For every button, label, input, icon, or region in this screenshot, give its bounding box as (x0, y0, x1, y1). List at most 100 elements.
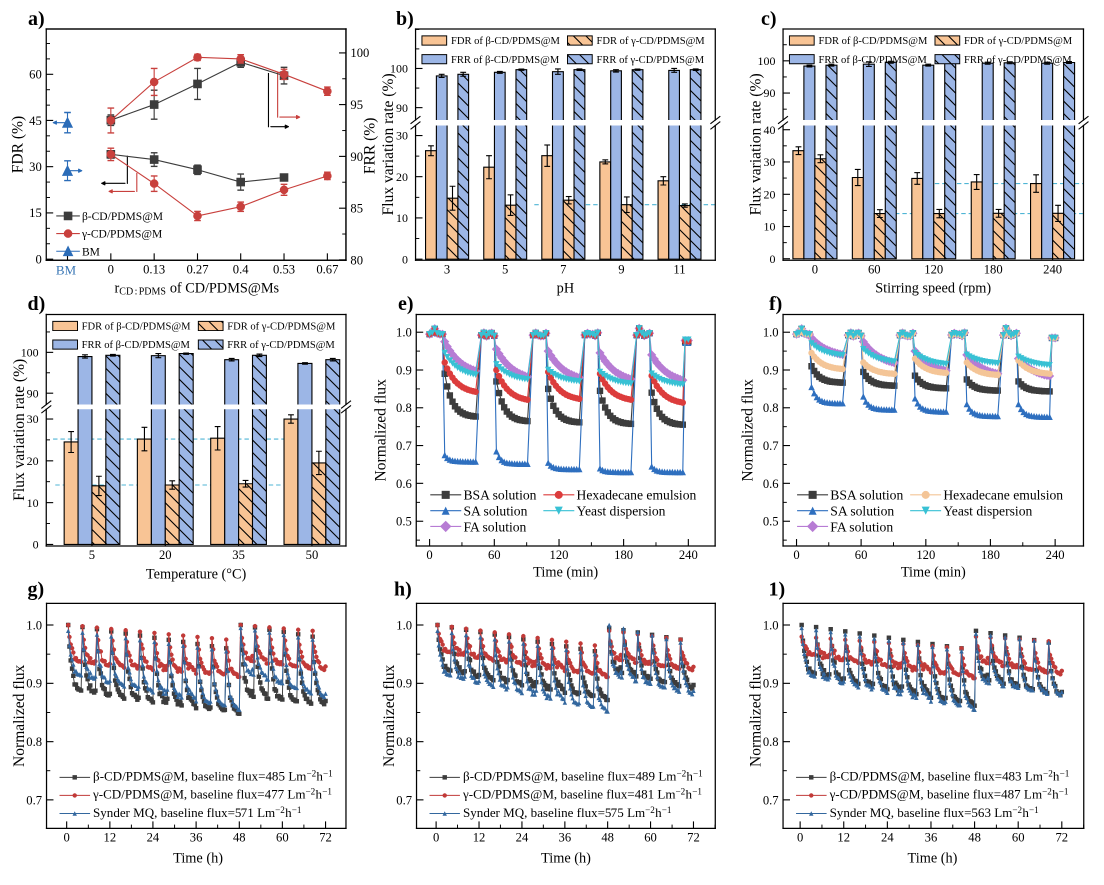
svg-text:0: 0 (33, 538, 39, 552)
svg-text:FRR of β-CD/PDMS@M: FRR of β-CD/PDMS@M (451, 55, 560, 66)
svg-text:SA solution: SA solution (830, 503, 894, 518)
svg-text:3: 3 (444, 262, 450, 276)
svg-text:Stirring speed (rpm): Stirring speed (rpm) (875, 280, 991, 296)
svg-text:180: 180 (981, 548, 1000, 562)
svg-text:240: 240 (1046, 548, 1065, 562)
svg-text:60: 60 (644, 831, 657, 845)
svg-text:Yeast dispersion: Yeast dispersion (943, 503, 1032, 518)
svg-text:0.8: 0.8 (396, 735, 412, 749)
svg-text:30: 30 (29, 160, 42, 174)
svg-text:Time (h): Time (h) (541, 850, 591, 866)
svg-text:0.7: 0.7 (763, 439, 779, 453)
svg-text:FA solution: FA solution (463, 519, 526, 534)
svg-text:5: 5 (89, 548, 95, 562)
svg-text:60: 60 (29, 68, 42, 82)
svg-text:0.7: 0.7 (396, 793, 412, 807)
svg-text:Normalized flux: Normalized flux (739, 379, 756, 482)
svg-text:12: 12 (104, 831, 117, 845)
svg-text:FRR of γ-CD/PDMS@M: FRR of γ-CD/PDMS@M (227, 340, 335, 351)
svg-text:Normalized flux: Normalized flux (747, 664, 764, 767)
svg-text:Time (h): Time (h) (908, 850, 958, 866)
svg-text:Flux variation rate (%): Flux variation rate (%) (748, 73, 765, 215)
svg-text:120: 120 (924, 262, 943, 276)
svg-text:12: 12 (837, 831, 850, 845)
svg-text:a): a) (28, 8, 45, 30)
svg-text:BSA solution: BSA solution (463, 488, 536, 503)
svg-text:d): d) (28, 293, 46, 315)
svg-text:9: 9 (618, 262, 624, 276)
svg-text:20: 20 (396, 170, 408, 184)
svg-text:240: 240 (1043, 262, 1062, 276)
svg-text:1.0: 1.0 (763, 326, 779, 340)
svg-text:0.67: 0.67 (316, 262, 338, 276)
svg-text:24: 24 (516, 831, 529, 845)
svg-text:35: 35 (232, 548, 245, 562)
svg-text:12: 12 (473, 831, 486, 845)
svg-text:45: 45 (29, 114, 42, 128)
svg-text:0.8: 0.8 (396, 401, 412, 415)
svg-text:g): g) (28, 579, 45, 601)
svg-text:72: 72 (319, 831, 332, 845)
svg-text:10: 10 (27, 496, 39, 510)
svg-text:11: 11 (673, 262, 685, 276)
svg-text:FA solution: FA solution (830, 519, 893, 534)
svg-text:f): f) (769, 293, 782, 315)
svg-text:60: 60 (488, 548, 501, 562)
svg-text:FDR of β-CD/PDMS@M: FDR of β-CD/PDMS@M (451, 36, 560, 47)
svg-text:80: 80 (350, 253, 363, 267)
svg-text:h): h) (394, 579, 412, 601)
svg-text:180: 180 (614, 548, 633, 562)
svg-text:Time (min): Time (min) (533, 564, 598, 580)
svg-text:0: 0 (793, 548, 799, 562)
svg-text:180: 180 (984, 262, 1003, 276)
svg-text:FDR of β-CD/PDMS@M: FDR of β-CD/PDMS@M (818, 36, 927, 47)
svg-text:120: 120 (550, 548, 569, 562)
svg-text:24: 24 (147, 831, 160, 845)
svg-text:100: 100 (390, 62, 408, 76)
svg-text:30: 30 (27, 412, 39, 426)
svg-text:1.0: 1.0 (396, 618, 412, 632)
svg-text:1): 1) (768, 579, 785, 601)
svg-text:SA solution: SA solution (463, 503, 527, 518)
svg-text:100: 100 (758, 54, 776, 68)
svg-text:Time (h): Time (h) (173, 850, 223, 866)
svg-text:60: 60 (868, 262, 881, 276)
svg-text:BM: BM (82, 246, 100, 258)
svg-text:36: 36 (559, 831, 572, 845)
svg-text:60: 60 (855, 548, 868, 562)
svg-text:Flux variation rate (%): Flux variation rate (%) (380, 73, 397, 215)
svg-text:90: 90 (396, 101, 408, 115)
svg-text:Normalized flux: Normalized flux (381, 664, 398, 767)
svg-text:0.8: 0.8 (26, 735, 42, 749)
svg-text:FRR of β-CD/PDMS@M: FRR of β-CD/PDMS@M (818, 55, 927, 66)
svg-text:90: 90 (350, 150, 363, 164)
svg-text:48: 48 (601, 831, 614, 845)
svg-text:0.7: 0.7 (396, 439, 412, 453)
svg-text:Hexadecane emulsion: Hexadecane emulsion (943, 488, 1063, 503)
svg-text:48: 48 (968, 831, 981, 845)
svg-text:60: 60 (276, 831, 289, 845)
svg-text:100: 100 (21, 346, 39, 360)
svg-text:FDR of β-CD/PDMS@M: FDR of β-CD/PDMS@M (82, 322, 191, 333)
svg-text:0: 0 (433, 831, 439, 845)
svg-text:0.9: 0.9 (763, 363, 779, 377)
svg-text:0.13: 0.13 (143, 262, 165, 276)
svg-text:FDR (%): FDR (%) (10, 116, 27, 173)
svg-text:Time (min): Time (min) (901, 564, 966, 580)
svg-text:Normalized flux: Normalized flux (373, 379, 390, 482)
svg-text:0: 0 (769, 252, 775, 266)
svg-text:0: 0 (797, 831, 803, 845)
svg-text:0.6: 0.6 (396, 477, 412, 491)
svg-text:0.9: 0.9 (763, 677, 779, 691)
svg-text:BM: BM (56, 263, 77, 278)
svg-text:b): b) (396, 8, 414, 30)
svg-text:10: 10 (763, 220, 775, 234)
svg-text:0.7: 0.7 (763, 793, 779, 807)
